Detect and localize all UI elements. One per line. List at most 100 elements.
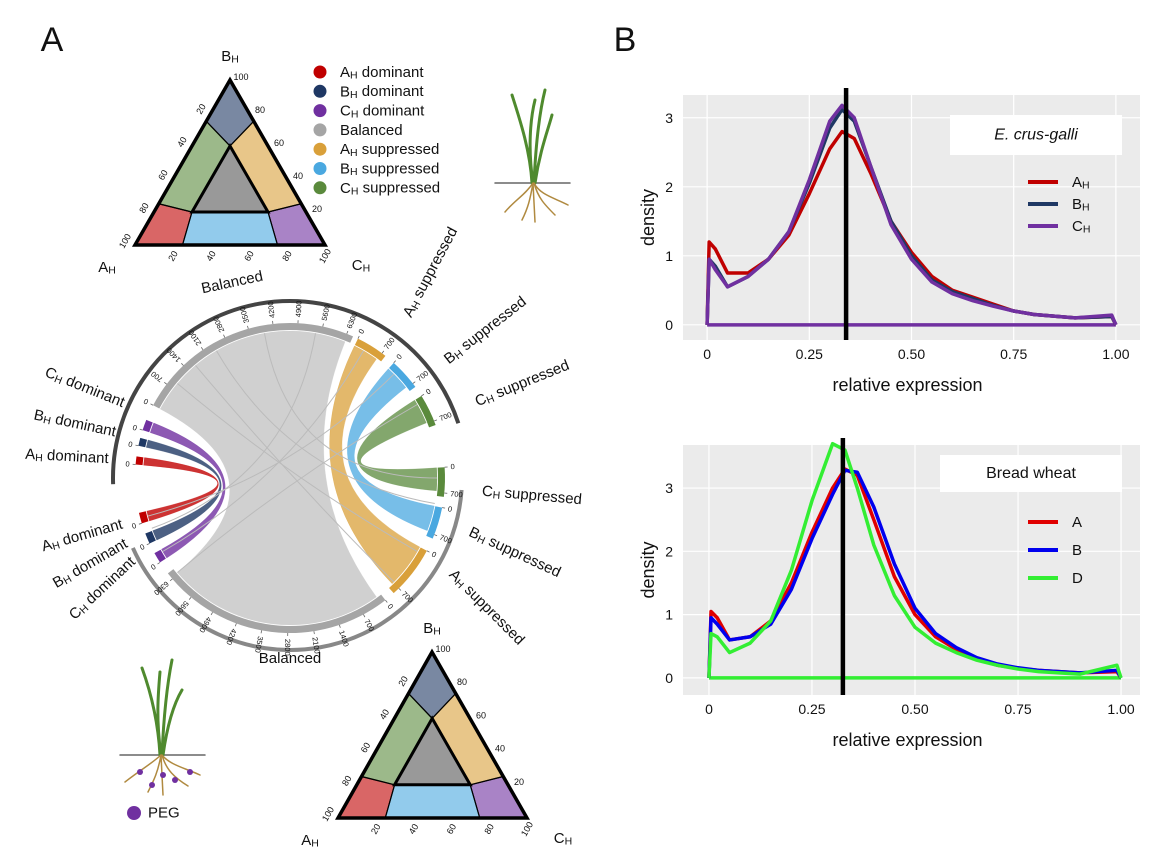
sector-tick	[346, 330, 349, 334]
chord-ribbon	[145, 439, 222, 541]
ternary-tick: 80	[255, 105, 265, 115]
panel-label: B	[614, 21, 637, 59]
sector-tick	[181, 363, 184, 366]
sector-tick	[412, 381, 416, 384]
sector-tick	[223, 334, 226, 338]
ternary-vertex-label-part: H	[433, 626, 441, 638]
legend-label: CH dominant	[340, 102, 425, 120]
sector-tick	[234, 623, 237, 627]
sector-tick-label: 700	[450, 489, 463, 499]
y-tick-label: 0	[665, 670, 673, 686]
x-tick-label: 1.00	[1102, 346, 1129, 362]
sector-label-part: suppressed	[489, 356, 571, 402]
ternary-tick: 20	[312, 204, 322, 214]
legend-label-part: H	[1083, 224, 1091, 236]
ternary-vertex-label-part: C	[554, 830, 565, 847]
legend-label-part: A	[340, 141, 350, 158]
sector-tick	[385, 599, 388, 603]
group-arc	[111, 299, 461, 485]
ternary-region	[181, 211, 279, 246]
sector-tick-label: 0	[430, 550, 438, 560]
sector-tick	[339, 624, 341, 628]
ternary-tick: 80	[482, 822, 496, 836]
ternary-vertex-label-part: C	[352, 257, 363, 274]
chord-ribbon	[329, 345, 421, 585]
legend-label-part: B	[340, 83, 350, 100]
ternary-vertex-label: CH	[554, 830, 572, 848]
y-tick-label: 0	[665, 317, 673, 333]
sector-tick	[393, 360, 397, 364]
ternary-tick: 20	[166, 249, 180, 263]
sector-label-part: A	[25, 445, 36, 463]
legend-label: D	[1072, 570, 1083, 587]
legend-label-part: Balanced	[340, 121, 403, 138]
legend-dot	[313, 123, 327, 137]
peg-label: PEG	[148, 805, 180, 822]
sector-tick	[164, 381, 167, 385]
chord-sector	[154, 549, 166, 563]
chord-sector	[138, 437, 148, 448]
chord-ribbon	[149, 422, 226, 559]
sector-tick-label: 700	[362, 618, 376, 633]
ternary-tick: 60	[445, 822, 459, 836]
legend-dot	[313, 104, 327, 118]
ternary-vertex-label: CH	[352, 257, 370, 275]
legend-label-part: dominant	[358, 63, 425, 80]
ternary-tick: 100	[117, 232, 133, 250]
legend-label-part: H	[350, 89, 358, 101]
sector-tick-label: 700	[415, 369, 430, 384]
ternary-tick: 60	[156, 168, 170, 182]
chord-sector	[153, 323, 354, 409]
sector-tick	[135, 444, 139, 447]
sector-label-part: suppressed	[458, 578, 528, 648]
legend-dot	[313, 162, 327, 175]
sector-tick-label: 0	[125, 459, 130, 468]
sector-tick	[363, 614, 366, 618]
chord-ribbon	[159, 330, 377, 626]
ternary-vertex-label: AH	[98, 259, 116, 277]
ternary-tick: 20	[396, 674, 410, 688]
ternary-vertex-label-part: B	[221, 48, 231, 65]
ternary-vertex-label-part: A	[301, 832, 311, 849]
legend-dot	[313, 65, 327, 79]
x-tick-label: 0	[705, 701, 713, 717]
legend-box	[950, 115, 1122, 155]
ternary-tick: 40	[407, 822, 421, 836]
y-tick-label: 1	[665, 607, 673, 623]
chord-sector	[436, 467, 445, 497]
sector-tick-label: 700	[400, 589, 415, 604]
legend-label: CH suppressed	[340, 179, 440, 197]
legend-label-part: C	[340, 102, 351, 119]
sector-label: Balanced	[259, 650, 322, 667]
ternary-tick: 40	[293, 171, 303, 181]
legend-dot	[313, 84, 327, 98]
sector-tick-label: 700	[438, 410, 453, 423]
sector-tick	[139, 428, 143, 431]
sector-tick	[210, 612, 213, 616]
sector-tick-label: 0	[357, 328, 367, 336]
sector-label-part: H	[51, 539, 62, 553]
sector-tick	[260, 630, 263, 634]
legend-label: B	[1072, 542, 1082, 559]
sector-label: BH suppressed	[441, 293, 531, 369]
sector-label: BH dominant	[32, 406, 118, 441]
legend-label: BH suppressed	[340, 160, 439, 178]
sector-tick-label: 3500	[253, 635, 265, 653]
sector-tick-label: 0	[386, 602, 396, 611]
sector-label-part: dominant	[50, 410, 119, 440]
chord-ribbon	[347, 368, 435, 532]
legend-label: BH	[1072, 196, 1090, 214]
legend-label-part: A	[1072, 174, 1082, 191]
sector-tick-label: 2100	[310, 636, 321, 654]
chord-sector	[145, 531, 156, 544]
ternary-tick: 40	[495, 744, 505, 754]
ternary-tick: 100	[519, 820, 535, 838]
ternary-tick: 100	[435, 644, 450, 654]
legend-label-part: H	[1082, 202, 1090, 214]
chord-sector	[389, 547, 427, 594]
ternary-tick: 40	[175, 135, 189, 149]
sector-label: BH suppressed	[466, 523, 564, 582]
sector-tick	[434, 419, 438, 422]
sector-tick-label: 0	[132, 423, 139, 433]
